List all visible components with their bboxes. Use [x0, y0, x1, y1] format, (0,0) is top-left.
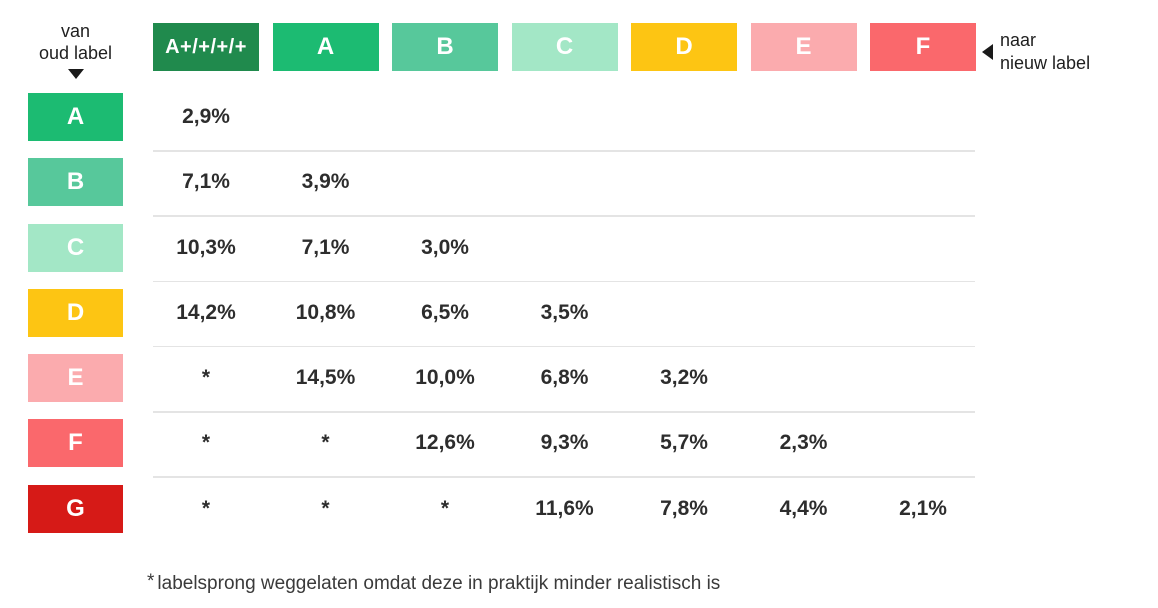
footnote-asterisk: * [147, 571, 155, 592]
column-header-a: A [272, 23, 379, 71]
matrix-cell: 10,0% [415, 366, 475, 390]
matrix-cell [512, 158, 618, 206]
column-axis-label-line2: nieuw label [1000, 53, 1091, 73]
matrix-cell [512, 93, 618, 141]
column-header-b: B [392, 23, 498, 71]
row-label-chip-a: A [28, 93, 123, 141]
matrix-cell: 14,5% [295, 366, 356, 390]
row-label-chip-f: F [28, 419, 123, 468]
row-cells: 10,3% 7,1% 3,0% [153, 224, 976, 272]
row-cells: 7,1% 3,9% [153, 158, 976, 206]
matrix-cell [751, 158, 857, 206]
row-cells: * * * 11,6% 7,8% 4,4% 2,1% [153, 485, 976, 533]
matrix-cell: * [321, 431, 330, 455]
matrix-cell: * [201, 431, 211, 455]
matrix-cell: 10,8% [295, 300, 356, 324]
matrix-cell [631, 224, 737, 272]
row-label-chip-b: B [28, 158, 123, 207]
footnote-text: labelsprong weggelaten omdat deze in pra… [157, 573, 721, 594]
column-header-f: F [870, 23, 976, 71]
matrix-cell: 5,7% [660, 431, 708, 455]
footnote: * labelsprong weggelaten omdat deze in pr… [147, 571, 721, 595]
matrix-cell [751, 289, 857, 337]
matrix-cell: 3,9% [301, 170, 350, 194]
matrix-rows: A 2,9% B 7,1% 3,9% [0, 93, 1158, 550]
row-cells: * 14,5% 10,0% 6,8% 3,2% [153, 354, 976, 402]
matrix-cell: 9,3% [540, 431, 589, 455]
matrix-cell: 7,8% [660, 496, 708, 520]
row-label-chip-e: E [28, 354, 123, 403]
matrix-cell [870, 419, 976, 467]
matrix-cell: 6,8% [540, 366, 589, 390]
table-row-a: A 2,9% [0, 93, 1158, 158]
matrix-cell: * [201, 366, 211, 390]
column-header-d: D [631, 23, 737, 71]
matrix-cell: * [201, 496, 211, 520]
matrix-cell: * [440, 496, 450, 520]
matrix-cell: 2,3% [779, 431, 828, 455]
column-axis-label-line1: naar [1000, 30, 1037, 50]
row-label-chip-g: G [28, 484, 123, 533]
matrix-cell [751, 93, 857, 141]
arrow-down-icon [67, 69, 84, 79]
matrix-cell: 3,5% [540, 300, 589, 324]
table-row-b: B 7,1% 3,9% [0, 158, 1158, 223]
matrix-cell [870, 158, 976, 206]
matrix-cell [870, 224, 976, 272]
matrix-cell [631, 289, 737, 337]
row-label-chip-c: C [28, 223, 123, 272]
matrix-cell [273, 93, 379, 141]
matrix-cell [751, 354, 857, 402]
matrix-cell: 7,1% [182, 170, 230, 194]
matrix-cell [512, 224, 618, 272]
matrix-cell: 12,6% [415, 431, 475, 455]
matrix-cell [392, 93, 498, 141]
matrix-cell: 11,6% [535, 496, 594, 520]
row-axis-label-line2: oud label [38, 43, 113, 63]
matrix-cell [870, 289, 976, 337]
matrix-cell [751, 224, 857, 272]
column-header-c: C [511, 23, 618, 71]
row-axis-label: van oud label [10, 20, 141, 79]
table-row-d: D 14,2% 10,8% 6,5% 3,5% [0, 288, 1158, 354]
matrix-cell [870, 354, 976, 402]
row-cells: * * 12,6% 9,3% 5,7% 2,3% [153, 419, 976, 467]
table-row-f: F * * 12,6% 9,3% 5,7% 2,3% [0, 419, 1158, 484]
matrix-cell [870, 93, 976, 141]
matrix-cell: 14,2% [176, 300, 236, 324]
row-cells: 2,9% [153, 93, 976, 141]
matrix-cell [392, 158, 498, 206]
row-axis-label-line1: van [60, 21, 91, 41]
row-label-chip-d: D [28, 288, 123, 337]
matrix-cell: 4,4% [779, 496, 828, 520]
matrix-cell: 7,1% [301, 235, 350, 259]
table-row-g: G * * * 11,6% 7,8% 4,4% 2,1% [0, 484, 1158, 550]
matrix-cell: 2,1% [899, 496, 947, 520]
table-row-e: E * 14,5% 10,0% 6,8% 3,2% [0, 354, 1158, 419]
matrix-cell: 6,5% [421, 300, 469, 324]
matrix-cell [631, 93, 737, 141]
column-axis-label: naar nieuw label [982, 29, 1090, 75]
matrix-cell: * [321, 496, 330, 520]
matrix-cell: 3,2% [660, 366, 708, 390]
matrix-cell [631, 158, 737, 206]
arrow-left-icon [982, 44, 993, 60]
table-row-c: C 10,3% 7,1% 3,0% [0, 223, 1158, 289]
column-header-e: E [750, 23, 857, 71]
column-headers: A+/+/+/+ A B C D E F [153, 23, 976, 71]
matrix-cell: 10,3% [176, 235, 236, 259]
column-axis-label-text: naar nieuw label [1000, 29, 1090, 75]
column-header-aplus: A+/+/+/+ [153, 23, 259, 71]
matrix-cell: 2,9% [182, 105, 230, 128]
matrix-cell: 3,0% [421, 235, 469, 259]
row-cells: 14,2% 10,8% 6,5% 3,5% [153, 289, 976, 337]
